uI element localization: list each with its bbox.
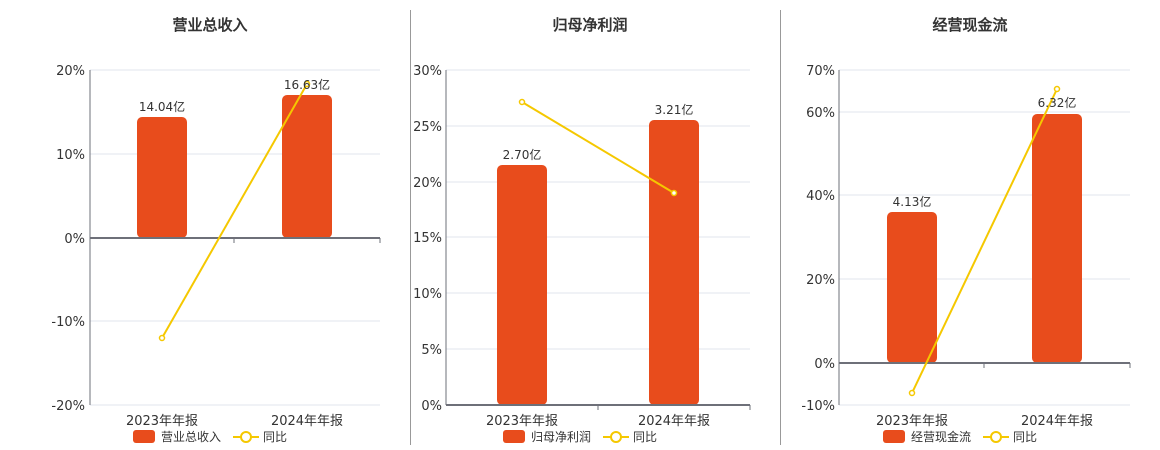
svg-text:5%: 5%: [421, 343, 442, 358]
yoy-line: [911, 88, 1058, 394]
svg-text:25%: 25%: [413, 120, 442, 135]
legend-line-label[interactable]: 同比: [633, 430, 658, 444]
divider: [780, 10, 781, 445]
bar-label: 6.32亿: [1038, 95, 1077, 110]
chart-title: 经营现金流: [932, 16, 1008, 34]
svg-text:0%: 0%: [814, 357, 835, 372]
legend[interactable]: 归母净利润 同比: [503, 428, 657, 445]
svg-text:15%: 15%: [413, 231, 442, 246]
legend[interactable]: 经营现金流 同比: [883, 428, 1037, 445]
bar-label: 3.21亿: [655, 102, 694, 117]
bar-label: 16.63亿: [284, 77, 330, 92]
yoy-line: [521, 101, 675, 194]
legend-bar-label[interactable]: 经营现金流: [911, 430, 972, 444]
legend[interactable]: 营业总收入 同比: [133, 428, 287, 445]
bar-label: 14.04亿: [139, 99, 185, 114]
legend-line-icon: [233, 430, 260, 443]
svg-text:40%: 40%: [806, 189, 835, 204]
legend-bar-swatch: [883, 430, 905, 443]
x-tick: 2023年年报: [126, 414, 198, 429]
y-tick: 10%: [56, 148, 85, 163]
svg-text:-10%: -10%: [801, 399, 835, 414]
legend-line-label[interactable]: 同比: [1013, 430, 1038, 444]
bar-2023: [497, 165, 547, 405]
svg-text:70%: 70%: [806, 64, 835, 79]
y-tick: 0%: [64, 232, 85, 247]
bar-2023: [887, 212, 937, 363]
legend-bar-label[interactable]: 营业总收入: [161, 430, 222, 444]
chart-title: 归母净利润: [552, 16, 628, 34]
y-tick: -10%: [51, 315, 85, 330]
chart-plot: 70% 60% 40% 20% 0% -10% 4.13亿 6.32亿 2023…: [801, 64, 1131, 429]
y-tick: 20%: [56, 64, 85, 79]
x-tick: 2023年年报: [486, 414, 558, 429]
legend-bar-label[interactable]: 归母净利润: [531, 430, 592, 444]
x-tick: 2024年年报: [638, 414, 710, 429]
legend-bar-swatch: [133, 430, 155, 443]
chart-panel-revenue: 营业总收入 20% 10% 0% -10% -20% 14.04亿 16.63亿: [0, 0, 400, 450]
legend-line-icon: [603, 430, 630, 443]
chart-plot: 30% 25% 20% 15% 10% 5% 0% 2.70亿 3.21亿 20…: [413, 64, 751, 429]
svg-text:20%: 20%: [413, 176, 442, 191]
x-tick: 2024年年报: [1021, 414, 1093, 429]
bar-label: 2.70亿: [503, 147, 542, 162]
grid-lines: [90, 69, 380, 406]
chart-title: 营业总收入: [172, 16, 248, 34]
chart-panel-net-profit: 归母净利润 30% 25% 20% 15% 10% 5% 0% 2.70亿: [400, 0, 780, 450]
yoy-line: [161, 83, 308, 339]
legend-line-label[interactable]: 同比: [263, 430, 288, 444]
bar-label: 4.13亿: [893, 194, 932, 209]
x-tick: 2023年年报: [876, 414, 948, 429]
svg-text:20%: 20%: [806, 273, 835, 288]
bar-2023: [137, 117, 187, 238]
bar-2024: [649, 120, 699, 405]
legend-bar-swatch: [503, 430, 525, 443]
svg-text:60%: 60%: [806, 106, 835, 121]
bar-2024: [282, 95, 332, 238]
svg-text:30%: 30%: [413, 64, 442, 79]
chart-panel-operating-cash-flow: 经营现金流 70% 60% 40% 20% 0% -10% 4.13亿 6.32…: [780, 0, 1160, 450]
x-tick: 2024年年报: [271, 414, 343, 429]
y-tick: -20%: [51, 399, 85, 414]
chart-plot: 20% 10% 0% -10% -20% 14.04亿 16.63亿 2023年…: [51, 64, 381, 429]
divider: [410, 10, 411, 445]
svg-text:10%: 10%: [413, 287, 442, 302]
legend-line-icon: [983, 430, 1010, 443]
bar-2024: [1032, 114, 1082, 363]
svg-text:0%: 0%: [421, 399, 442, 414]
